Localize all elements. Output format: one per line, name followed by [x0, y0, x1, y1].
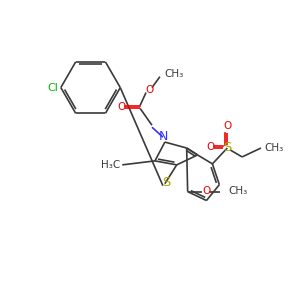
Text: CH₃: CH₃ — [165, 69, 184, 79]
Text: O: O — [146, 85, 154, 94]
Text: S: S — [162, 176, 170, 189]
Text: O: O — [117, 102, 125, 112]
Text: O: O — [206, 142, 214, 152]
Text: CH₃: CH₃ — [264, 143, 283, 153]
Text: Cl: Cl — [47, 82, 58, 93]
Text: S: S — [223, 140, 232, 154]
Text: O: O — [223, 121, 231, 131]
Text: H₃C: H₃C — [101, 160, 120, 170]
Text: O: O — [202, 186, 211, 196]
Text: CH₃: CH₃ — [228, 186, 248, 196]
Text: N: N — [159, 130, 169, 142]
